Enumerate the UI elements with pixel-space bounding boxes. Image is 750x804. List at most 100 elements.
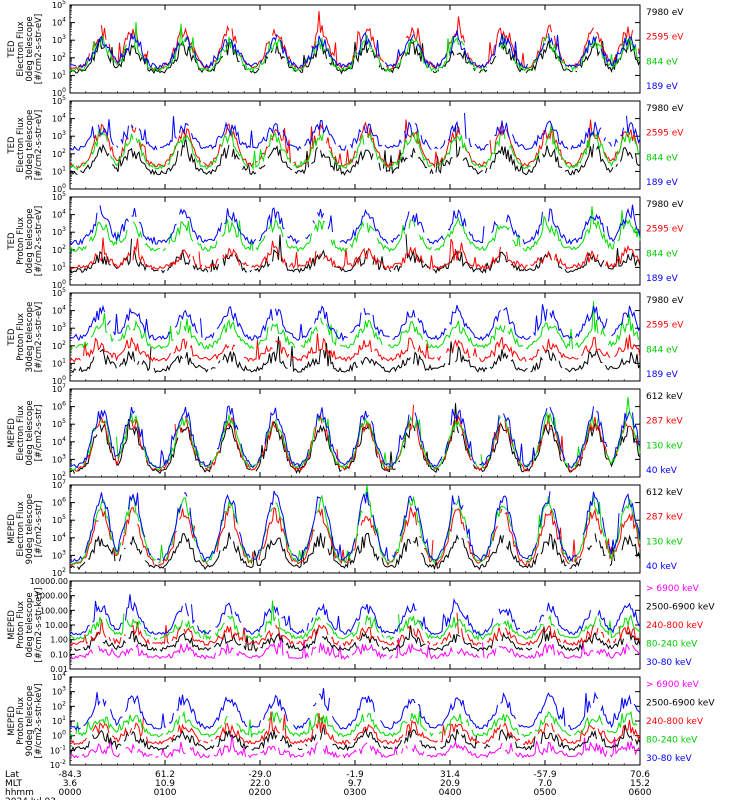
legend-entry-6-2: 240-800 keV bbox=[646, 621, 704, 631]
x-tick-lat-6: 70.6 bbox=[630, 770, 650, 780]
x-axis-row-label-1: MLT bbox=[5, 779, 23, 789]
x-axis-row-label-0: Lat bbox=[5, 770, 20, 780]
ylabel-line-4-3: [#/cm2-s-str] bbox=[34, 405, 44, 462]
x-tick-lat-0: -84.3 bbox=[58, 770, 81, 780]
y-tick-label-1-2: 102 bbox=[52, 148, 66, 159]
series-line-2-1 bbox=[69, 237, 641, 271]
series-line-1-3 bbox=[69, 112, 641, 152]
series-line-7-4 bbox=[69, 688, 641, 731]
series-line-7-1 bbox=[69, 724, 641, 752]
x-axis-row-label-2: hhmm bbox=[5, 788, 34, 798]
ylabel-line-5-1: Electron Flux bbox=[16, 501, 26, 556]
y-tick-label-3-4: 104 bbox=[52, 305, 66, 316]
y-tick-label-4-7: 107 bbox=[52, 383, 66, 394]
series-line-6-4 bbox=[69, 594, 641, 636]
legend-entry-5-3: 40 keV bbox=[646, 562, 678, 572]
x-tick-hhmm-4: 0400 bbox=[439, 788, 462, 798]
series-line-2-2 bbox=[69, 206, 641, 253]
series-line-6-3 bbox=[69, 600, 641, 641]
y-tick-label-1-1: 101 bbox=[52, 165, 66, 176]
ylabel-line-4-2: 0deg telescope bbox=[25, 400, 35, 465]
x-tick-hhmm-3: 0300 bbox=[344, 788, 367, 798]
series-line-4-3 bbox=[69, 405, 641, 469]
y-tick-label-6--2: 0.01 bbox=[50, 665, 68, 674]
ylabel-line-6-0: MEPED bbox=[7, 610, 17, 640]
y-tick-label-6-4: 10000.00 bbox=[30, 577, 68, 586]
ylabel-line-2-2: 0deg telescope bbox=[25, 208, 35, 273]
ylabel-line-5-3: [#/cm2-s-str] bbox=[34, 501, 44, 558]
ylabel-line-1-2: 30deg telescope bbox=[25, 110, 35, 181]
y-tick-label-5-7: 107 bbox=[52, 479, 66, 490]
y-tick-label-0-5: 105 bbox=[52, 0, 66, 10]
ylabel-line-7-2: 90deg telescope bbox=[25, 686, 35, 757]
series-line-2-0 bbox=[69, 234, 641, 274]
y-tick-label-5-2: 102 bbox=[52, 567, 66, 578]
ylabel-line-2-1: Proton Flux bbox=[16, 217, 26, 265]
y-tick-label-4-5: 105 bbox=[52, 418, 66, 429]
y-tick-label-5-4: 104 bbox=[52, 532, 66, 543]
x-tick-mlt-2: 22.0 bbox=[250, 779, 270, 789]
y-tick-label-4-2: 102 bbox=[52, 471, 66, 482]
legend-entry-0-0: 7980 eV bbox=[646, 8, 684, 18]
ylabel-line-4-0: MEPED bbox=[7, 418, 17, 448]
x-tick-mlt-6: 15.2 bbox=[630, 779, 650, 789]
ylabel-line-6-3: [#/cm2-s-str-keV] bbox=[34, 588, 44, 663]
x-tick-mlt-1: 10.9 bbox=[155, 779, 175, 789]
y-tick-label-0-2: 102 bbox=[52, 52, 66, 63]
ylabel-line-2-0: TED bbox=[7, 232, 17, 251]
series-line-5-0 bbox=[69, 532, 641, 571]
legend-entry-5-0: 612 keV bbox=[646, 488, 683, 498]
legend-entry-1-3: 189 eV bbox=[646, 178, 679, 188]
series-line-3-0 bbox=[71, 336, 641, 374]
x-tick-hhmm-0: 0000 bbox=[59, 788, 82, 798]
ylabel-line-3-3: [#/cm2-s-str-eV] bbox=[34, 302, 44, 372]
legend-entry-3-0: 7980 eV bbox=[646, 296, 684, 306]
x-tick-hhmm-1: 0100 bbox=[154, 788, 177, 798]
ylabel-line-4-1: Electron Flux bbox=[16, 405, 26, 460]
series-line-2-3 bbox=[69, 204, 641, 246]
legend-entry-6-0: > 6900 keV bbox=[646, 584, 700, 594]
x-tick-mlt-5: 7.0 bbox=[538, 779, 553, 789]
legend-entry-0-2: 844 eV bbox=[646, 57, 679, 67]
x-tick-mlt-3: 9.7 bbox=[348, 779, 362, 789]
y-tick-label-6--1: 0.10 bbox=[50, 650, 68, 659]
y-tick-label-2-0: 100 bbox=[52, 279, 66, 290]
ylabel-line-5-2: 90deg telescope bbox=[25, 494, 35, 565]
legend-entry-7-0: > 6900 keV bbox=[646, 680, 700, 690]
y-tick-label-3-0: 100 bbox=[52, 375, 66, 386]
y-tick-label-1-5: 105 bbox=[52, 95, 66, 106]
ylabel-line-0-3: [#/cm2-s-str-eV] bbox=[34, 14, 44, 84]
series-line-0-1 bbox=[69, 11, 641, 71]
y-tick-label-3-3: 103 bbox=[52, 322, 66, 333]
ylabel-line-0-0: TED bbox=[7, 40, 17, 59]
ylabel-line-5-0: MEPED bbox=[7, 514, 17, 544]
ylabel-line-6-2: 0deg telescope bbox=[25, 592, 35, 657]
ylabel-line-0-1: Electron Flux bbox=[16, 21, 26, 76]
legend-entry-6-3: 80-240 keV bbox=[646, 640, 698, 650]
y-tick-label-5-3: 103 bbox=[52, 549, 66, 560]
series-line-1-1 bbox=[70, 119, 640, 167]
x-tick-mlt-4: 20.9 bbox=[440, 779, 460, 789]
ylabel-line-1-1: Electron Flux bbox=[16, 117, 26, 172]
ylabel-line-1-3: [#/cm2-s-str-eV] bbox=[34, 110, 44, 180]
ylabel-line-7-3: [#/cm2-s-str-keV] bbox=[34, 684, 44, 759]
legend-entry-4-0: 612 keV bbox=[646, 392, 683, 402]
y-tick-label-2-3: 103 bbox=[52, 226, 66, 237]
ylabel-line-0-2: 0deg telescope bbox=[25, 16, 35, 81]
y-tick-label-4-6: 106 bbox=[52, 401, 66, 412]
y-tick-label-7-3: 103 bbox=[52, 686, 66, 697]
legend-entry-6-4: 30-80 keV bbox=[646, 658, 692, 668]
x-tick-lat-4: 31.4 bbox=[440, 770, 460, 780]
ylabel-line-7-0: MEPED bbox=[7, 706, 17, 736]
legend-entry-0-3: 189 eV bbox=[646, 82, 679, 92]
y-tick-label-7-1: 101 bbox=[52, 715, 66, 726]
y-tick-label-2-5: 105 bbox=[52, 191, 66, 202]
y-tick-label-6-0: 1.00 bbox=[50, 636, 68, 645]
legend-entry-3-3: 189 eV bbox=[646, 370, 679, 380]
series-line-0-3 bbox=[69, 30, 641, 69]
x-tick-mlt-0: 3.6 bbox=[63, 779, 78, 789]
panel-frame-2 bbox=[69, 196, 641, 286]
x-tick-hhmm-5: 0500 bbox=[534, 788, 557, 798]
x-tick-lat-1: 61.2 bbox=[155, 770, 175, 780]
